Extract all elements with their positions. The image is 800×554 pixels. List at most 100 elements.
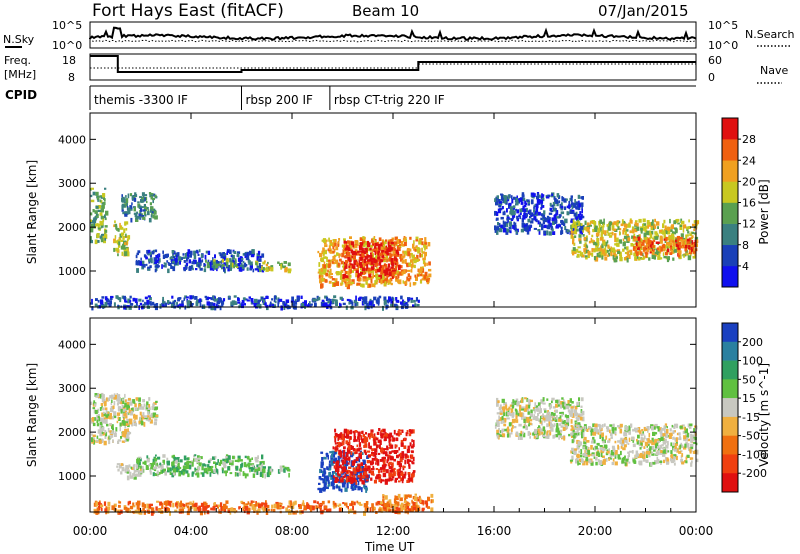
heatmap-cell [129, 300, 132, 303]
heatmap-cell [246, 299, 250, 302]
heatmap-cell [693, 232, 697, 235]
heatmap-cell [399, 265, 403, 269]
heatmap-cell [666, 450, 670, 453]
heatmap-cell [382, 499, 385, 504]
heatmap-cell [224, 459, 227, 462]
heatmap-cell [335, 473, 338, 476]
heatmap-cell [609, 424, 613, 427]
heatmap-cell [534, 211, 537, 215]
heatmap-cell [691, 235, 694, 238]
heatmap-cell [619, 231, 621, 236]
heatmap-cell [356, 263, 358, 267]
heatmap-cell [126, 404, 130, 409]
heatmap-cell [395, 297, 398, 301]
heatmap-cell [600, 230, 604, 234]
heatmap-cell [265, 304, 268, 307]
heatmap-cell [101, 412, 104, 417]
heatmap-cell [351, 461, 355, 466]
heatmap-cell [529, 226, 531, 232]
heatmap-cell [424, 274, 427, 280]
heatmap-cell [692, 245, 695, 250]
heatmap-cell [559, 404, 563, 409]
heatmap-cell [354, 483, 358, 488]
heatmap-cell [508, 202, 512, 206]
heatmap-cell [414, 496, 418, 502]
heatmap-cell [349, 269, 352, 274]
heatmap-cell [574, 199, 576, 204]
heatmap-cell [222, 461, 225, 466]
heatmap-cell [513, 221, 515, 226]
heatmap-cell [261, 473, 264, 478]
heatmap-cell [568, 411, 572, 415]
heatmap-cell [380, 259, 383, 263]
heatmap-cell [223, 266, 226, 272]
heatmap-cell [117, 297, 122, 301]
heatmap-cell [183, 267, 187, 270]
heatmap-cell [256, 256, 259, 262]
heatmap-cell [244, 264, 248, 267]
heatmap-cell [549, 404, 552, 408]
heatmap-cell [366, 474, 369, 479]
heatmap-cell [127, 431, 130, 436]
heatmap-cell [504, 221, 507, 224]
heatmap-cell [123, 417, 125, 422]
heatmap-cell [323, 480, 325, 483]
heatmap-cell [521, 222, 525, 228]
heatmap-cell [179, 303, 182, 307]
heatmap-cell [124, 415, 128, 419]
heatmap-cell [412, 456, 415, 462]
heatmap-cell [649, 247, 653, 250]
heatmap-cell [501, 398, 505, 403]
heatmap-cell [234, 302, 238, 305]
heatmap-cell [254, 468, 258, 472]
heatmap-cell [182, 469, 185, 472]
heatmap-cell [374, 455, 377, 460]
heatmap-cell [331, 471, 334, 476]
heatmap-cell [579, 215, 583, 220]
heatmap-cell [539, 199, 544, 204]
heatmap-cell [135, 397, 139, 401]
heatmap-cell [113, 415, 117, 419]
heatmap-cell [658, 250, 662, 254]
heatmap-cell [166, 460, 170, 464]
heatmap-cell [559, 429, 563, 433]
heatmap-cell [620, 223, 624, 227]
heatmap-cell [524, 397, 527, 400]
heatmap-cell [135, 470, 139, 473]
heatmap-cell [158, 464, 161, 469]
heatmap-cell [131, 195, 135, 200]
heatmap-cell [629, 230, 632, 234]
heatmap-cell [284, 303, 286, 308]
heatmap-cell [669, 229, 673, 232]
heatmap-cell [357, 436, 360, 440]
noise-panel-frame [89, 21, 697, 49]
heatmap-cell [370, 477, 373, 481]
heatmap-cell [133, 469, 136, 474]
heatmap-cell [103, 304, 106, 309]
heatmap-cell [672, 445, 675, 451]
heatmap-cell [149, 468, 152, 473]
heatmap-cell [334, 480, 338, 483]
heatmap-cell [581, 215, 585, 219]
heatmap-cell [197, 459, 200, 463]
heatmap-cell [527, 411, 530, 415]
heatmap-cell [199, 302, 202, 307]
heatmap-cell [348, 243, 352, 249]
heatmap-cell [265, 295, 269, 299]
heatmap-cell [655, 241, 660, 244]
heatmap-cell [116, 412, 121, 416]
heatmap-cell [91, 306, 94, 311]
heatmap-cell [151, 250, 155, 255]
heatmap-cell [348, 247, 351, 252]
heatmap-cell [337, 470, 339, 475]
heatmap-cell [262, 299, 265, 303]
heatmap-cell [178, 256, 182, 261]
heatmap-cell [92, 422, 96, 427]
heatmap-cell [594, 225, 598, 230]
heatmap-cell [269, 301, 272, 305]
heatmap-cell [372, 240, 375, 243]
heatmap-cell [123, 433, 127, 438]
heatmap-cell [123, 295, 126, 300]
heatmap-cell [239, 303, 242, 308]
heatmap-cell [241, 264, 245, 270]
